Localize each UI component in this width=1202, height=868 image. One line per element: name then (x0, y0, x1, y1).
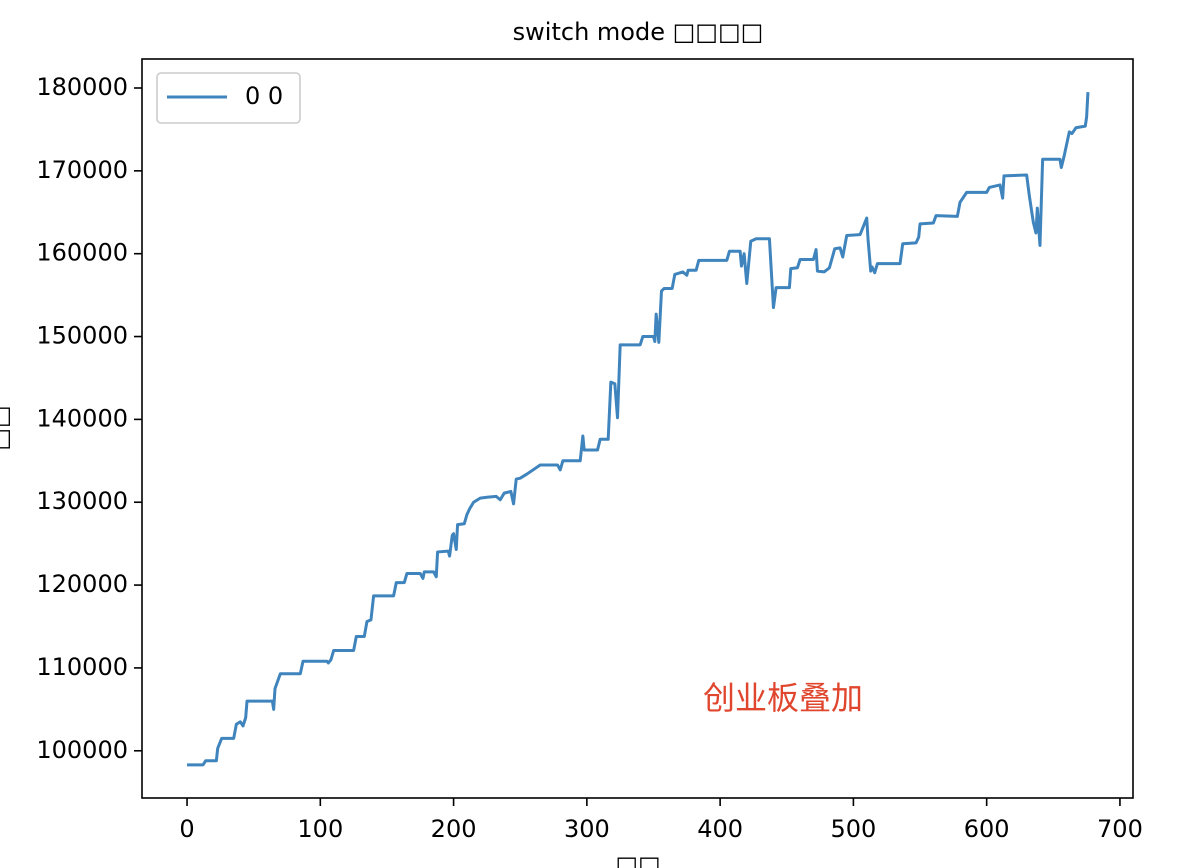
x-tick-label: 500 (830, 815, 876, 843)
y-tick-label: 140000 (36, 404, 128, 432)
x-tick-label: 400 (697, 815, 743, 843)
legend-frame (156, 72, 301, 124)
y-tick-label: 120000 (36, 570, 128, 598)
y-tick-label: 130000 (36, 487, 128, 515)
x-axis-label: □□ (615, 851, 660, 868)
data-line (187, 92, 1090, 767)
legend: 0 0 (156, 72, 301, 124)
x-tick-label: 300 (564, 815, 610, 843)
x-tick-label: 700 (1097, 815, 1143, 843)
x-tick-label: 600 (964, 815, 1010, 843)
y-tick-label: 110000 (36, 653, 128, 681)
y-tick-label: 170000 (36, 156, 128, 184)
y-tick-label: 100000 (36, 736, 128, 764)
annotation: 创业板叠加 (703, 679, 863, 717)
y-axis-label: □□ (0, 405, 13, 450)
x-tick-label: 200 (431, 815, 477, 843)
y-tick-label: 160000 (36, 239, 128, 267)
y-tick-label: 150000 (36, 322, 128, 350)
chart-title: switch mode □□□□ (513, 18, 764, 46)
x-tick-label: 100 (297, 815, 343, 843)
legend-label: 0 0 (245, 82, 283, 110)
plot-frame (141, 58, 1134, 799)
x-tick-label: 0 (179, 815, 194, 843)
y-tick-label: 180000 (36, 73, 128, 101)
